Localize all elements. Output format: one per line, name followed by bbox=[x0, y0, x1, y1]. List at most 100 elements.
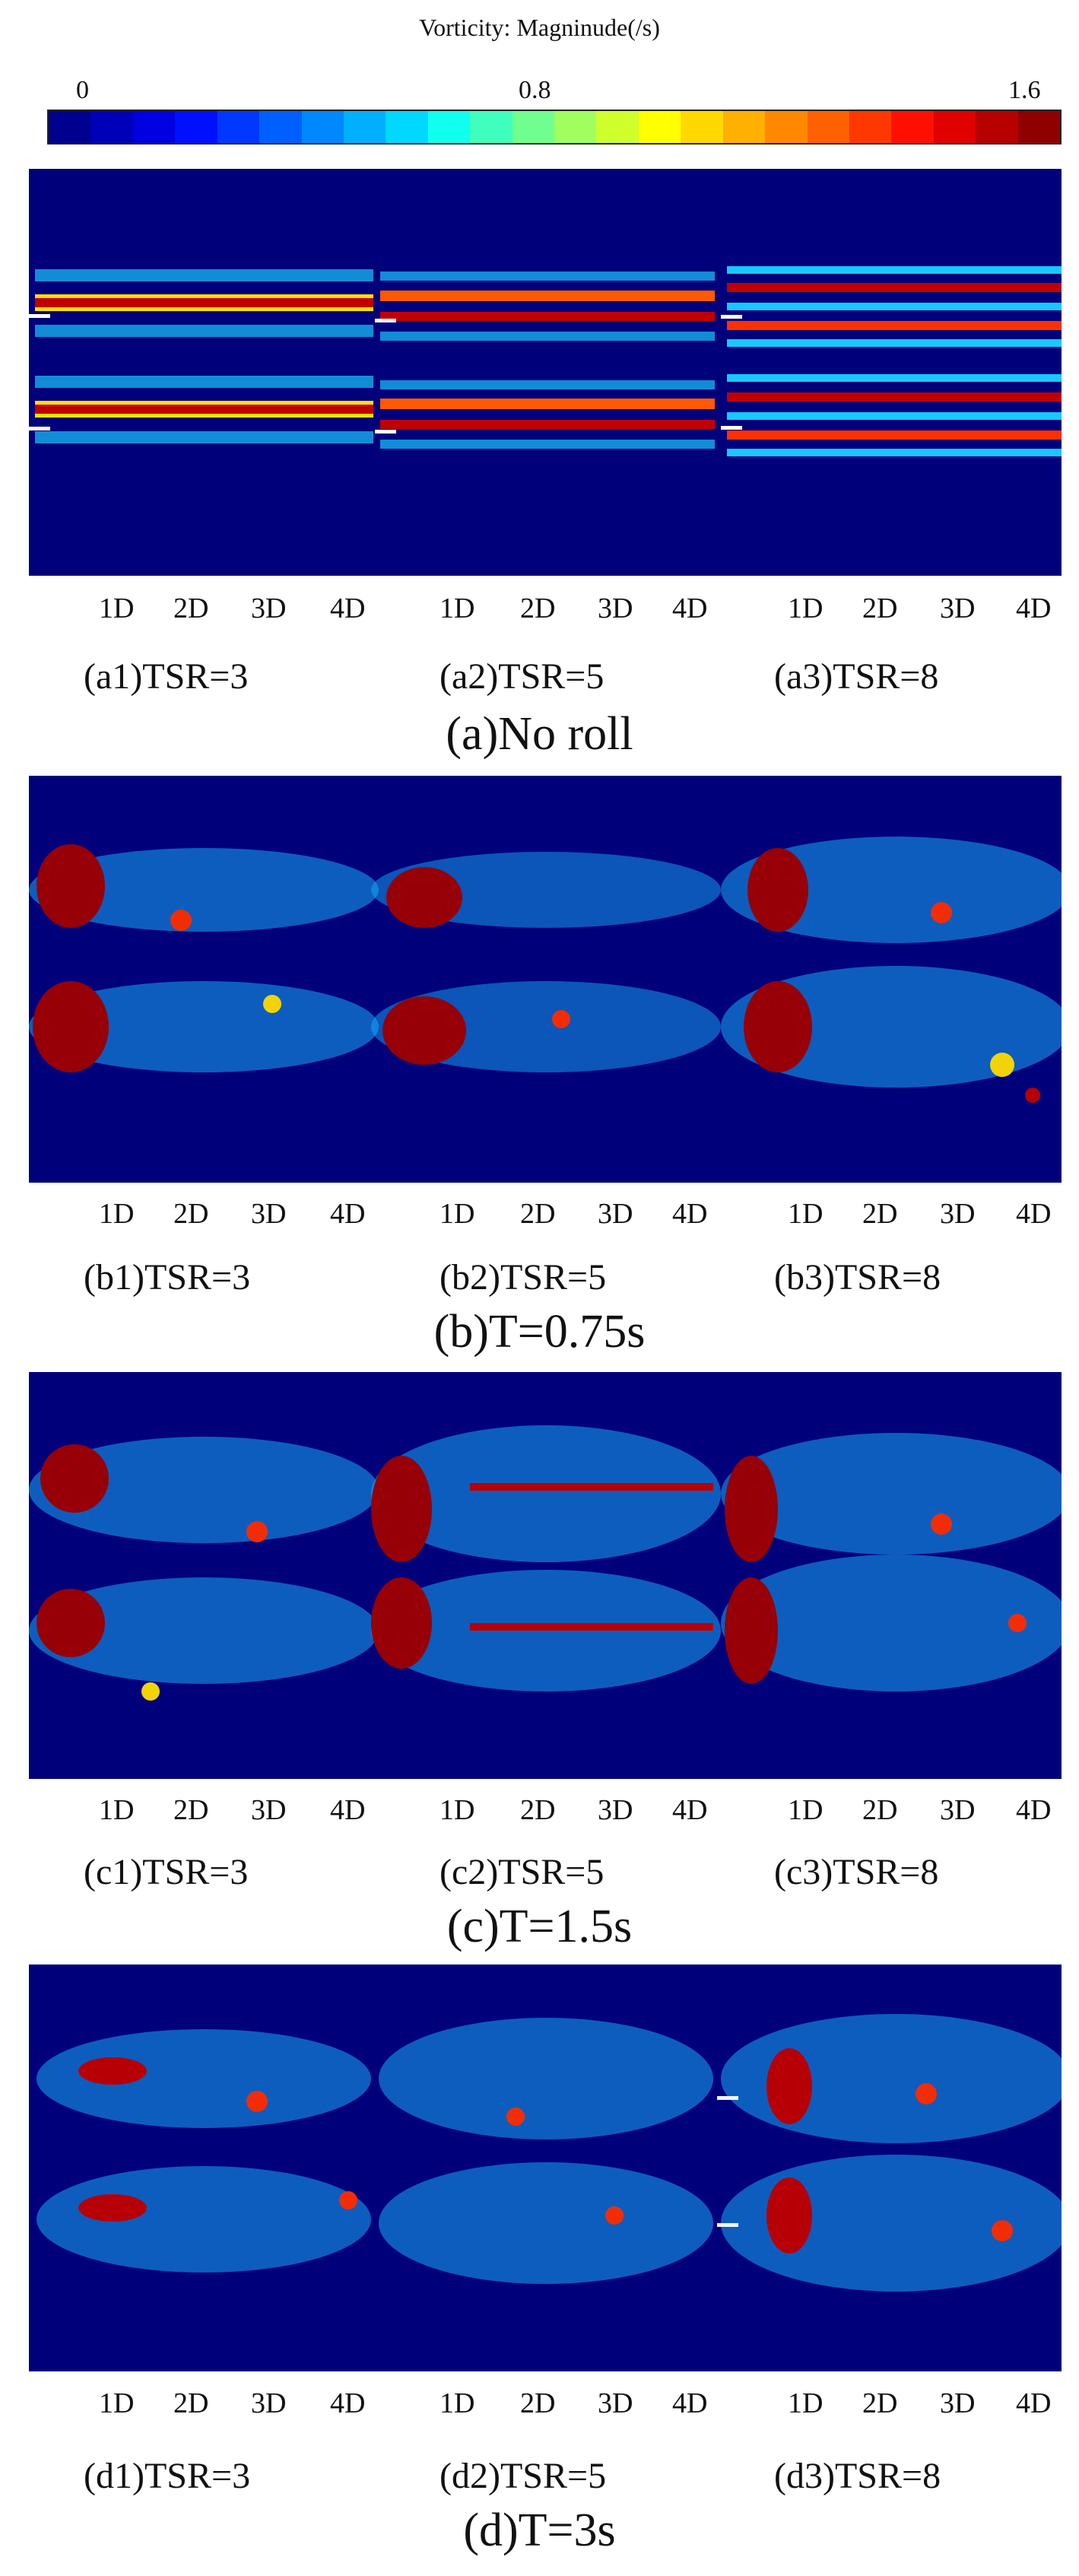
distance-label: 1D bbox=[788, 2387, 824, 2419]
distance-label: 1D bbox=[788, 592, 824, 624]
distance-label: 2D bbox=[520, 1198, 556, 1230]
colorbar-swatch bbox=[807, 111, 850, 143]
colorbar-swatch bbox=[259, 111, 302, 143]
distance-label: 3D bbox=[598, 1198, 633, 1230]
distance-label: 2D bbox=[173, 592, 209, 624]
distance-label: 4D bbox=[330, 1198, 366, 1230]
distance-label: 3D bbox=[598, 2387, 633, 2419]
vorticity-field-d bbox=[29, 1965, 1062, 2371]
colorbar-swatch bbox=[554, 111, 597, 143]
vorticity-field-a bbox=[29, 169, 1062, 576]
distance-label: 3D bbox=[251, 1794, 287, 1826]
sublabel-a1: (a1)TSR=3 bbox=[84, 656, 249, 697]
colorbar-swatch bbox=[343, 111, 386, 143]
sublabel-a2: (a2)TSR=5 bbox=[440, 656, 605, 697]
distance-label: 2D bbox=[862, 2387, 898, 2419]
subpanel-a2 bbox=[375, 272, 715, 449]
sublabel-d2: (d2)TSR=5 bbox=[440, 2456, 607, 2496]
colorbar-swatch bbox=[596, 111, 639, 143]
distance-label: 2D bbox=[520, 2387, 556, 2419]
colorbar-min-label: 0 bbox=[76, 76, 89, 104]
sublabel-c1: (c1)TSR=3 bbox=[84, 1852, 249, 1892]
subpanel-a3 bbox=[721, 266, 1062, 456]
distance-label: 3D bbox=[940, 1198, 976, 1230]
distance-label: 4D bbox=[1016, 1794, 1052, 1826]
distance-label: 2D bbox=[173, 1198, 209, 1230]
distance-label: 1D bbox=[440, 592, 475, 624]
distance-label: 4D bbox=[330, 2387, 366, 2419]
colorbar-title: Vorticity: Magninude(/s) bbox=[419, 14, 660, 41]
colorbar-swatch bbox=[891, 111, 934, 143]
distance-label: 4D bbox=[1016, 592, 1052, 624]
distance-label: 2D bbox=[862, 1794, 898, 1826]
colorbar-swatch bbox=[427, 111, 471, 143]
distance-label: 3D bbox=[940, 2387, 976, 2419]
distance-label: 2D bbox=[862, 592, 898, 624]
distance-label: 1D bbox=[99, 2387, 135, 2419]
distance-label: 2D bbox=[862, 1198, 898, 1230]
panel-row-d bbox=[29, 1965, 1062, 2371]
colorbar-swatch bbox=[849, 111, 892, 143]
distance-label: 4D bbox=[672, 1198, 708, 1230]
distance-label: 4D bbox=[672, 1794, 708, 1826]
colorbar-swatch bbox=[386, 111, 428, 143]
colorbar-swatch bbox=[722, 111, 766, 143]
sublabel-a3: (a3)TSR=8 bbox=[774, 656, 939, 697]
distance-label: 1D bbox=[440, 2387, 475, 2419]
colorbar-swatch bbox=[681, 111, 723, 143]
row-caption-d: (d)T=3s bbox=[463, 2505, 616, 2556]
distance-label: 3D bbox=[251, 1198, 287, 1230]
row-caption-a: (a)No roll bbox=[446, 708, 633, 760]
row-caption-b: (b)T=0.75s bbox=[433, 1306, 646, 1358]
colorbar-swatch bbox=[217, 111, 260, 143]
vorticity-field-b bbox=[29, 776, 1062, 1183]
distance-label: 4D bbox=[330, 592, 366, 624]
vorticity-field-c bbox=[29, 1372, 1062, 1779]
sublabel-c3: (c3)TSR=8 bbox=[774, 1852, 939, 1892]
distance-label: 3D bbox=[251, 2387, 287, 2419]
distance-label: 4D bbox=[672, 2387, 708, 2419]
colorbar-swatch bbox=[512, 111, 555, 143]
colorbar-swatch bbox=[175, 111, 217, 143]
distance-label: 2D bbox=[520, 1794, 556, 1826]
sublabel-b1: (b1)TSR=3 bbox=[84, 1257, 251, 1298]
colorbar-swatch bbox=[132, 111, 176, 143]
colorbar bbox=[47, 110, 1062, 145]
distance-label: 1D bbox=[99, 592, 135, 624]
colorbar-swatch bbox=[976, 111, 1018, 143]
distance-label: 2D bbox=[173, 2387, 209, 2419]
colorbar-max-label: 1.6 bbox=[1008, 76, 1041, 104]
distance-label: 1D bbox=[788, 1198, 824, 1230]
distance-label: 3D bbox=[251, 592, 287, 624]
distance-label: 1D bbox=[99, 1794, 135, 1826]
distance-label: 4D bbox=[330, 1794, 366, 1826]
distance-label: 3D bbox=[940, 1794, 976, 1826]
colorbar-mid-label: 0.8 bbox=[519, 76, 551, 104]
distance-label: 3D bbox=[598, 592, 633, 624]
panel-row-c bbox=[29, 1372, 1062, 1779]
sublabel-b2: (b2)TSR=5 bbox=[440, 1257, 607, 1298]
panel-row-b bbox=[29, 776, 1062, 1183]
distance-label: 4D bbox=[1016, 1198, 1052, 1230]
row-caption-c: (c)T=1.5s bbox=[446, 1901, 633, 1952]
panel-row-a bbox=[29, 169, 1062, 576]
colorbar-swatch bbox=[301, 111, 344, 143]
sublabel-b3: (b3)TSR=8 bbox=[774, 1257, 941, 1298]
colorbar-swatch bbox=[638, 111, 681, 143]
distance-label: 1D bbox=[99, 1198, 135, 1230]
distance-label: 4D bbox=[672, 592, 708, 624]
distance-label: 4D bbox=[1016, 2387, 1052, 2419]
subpanel-a1 bbox=[29, 269, 373, 443]
distance-label: 3D bbox=[598, 1794, 633, 1826]
distance-label: 2D bbox=[520, 592, 556, 624]
distance-label: 1D bbox=[788, 1794, 824, 1826]
distance-label: 1D bbox=[440, 1198, 475, 1230]
colorbar-swatch bbox=[90, 111, 133, 143]
sublabel-c2: (c2)TSR=5 bbox=[440, 1852, 605, 1892]
distance-label: 3D bbox=[940, 592, 976, 624]
distance-label: 1D bbox=[440, 1794, 475, 1826]
colorbar-swatch bbox=[765, 111, 808, 143]
colorbar-swatch bbox=[49, 111, 91, 143]
colorbar-swatch bbox=[470, 111, 513, 143]
sublabel-d3: (d3)TSR=8 bbox=[774, 2456, 941, 2496]
